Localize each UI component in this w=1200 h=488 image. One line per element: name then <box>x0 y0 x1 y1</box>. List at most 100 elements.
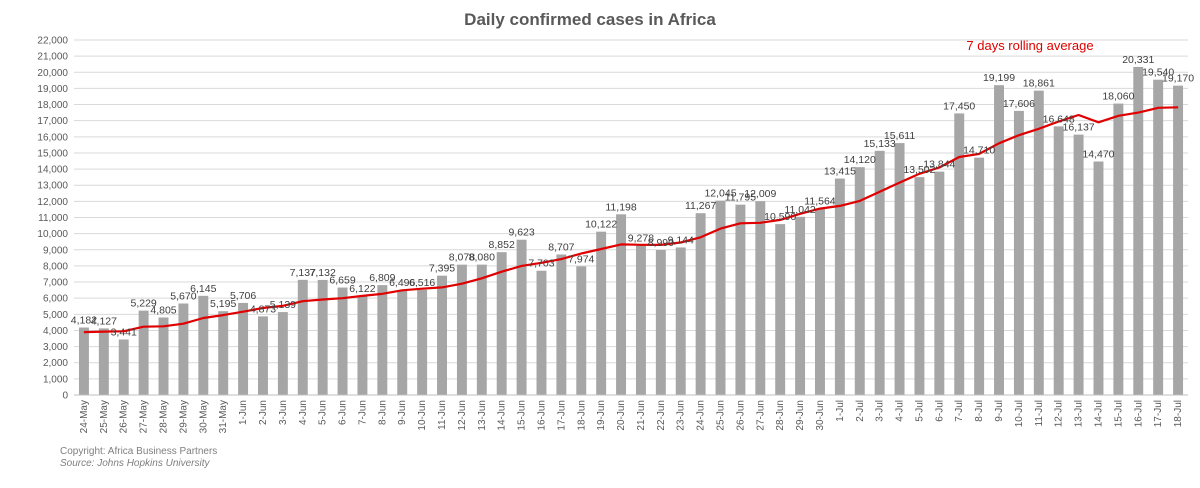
x-tick-label: 12-Jul <box>1054 400 1065 427</box>
bar <box>834 178 845 395</box>
x-tick-label: 30-Jun <box>815 400 826 431</box>
bar <box>1053 126 1064 395</box>
x-tick-label: 15-Jul <box>1113 400 1124 427</box>
bar <box>317 279 328 395</box>
x-tick-label: 14-Jul <box>1093 400 1104 427</box>
bar <box>994 85 1004 396</box>
data-label: 18,861 <box>1023 78 1055 90</box>
bar <box>198 295 209 395</box>
y-tick-label: 1,000 <box>43 374 68 385</box>
bar <box>1033 90 1044 396</box>
y-tick-label: 17,000 <box>37 116 68 127</box>
x-tick-label: 4-Jul <box>895 400 906 422</box>
bar <box>178 303 189 395</box>
data-label: 5,195 <box>210 298 236 310</box>
data-label: 20,331 <box>1122 54 1154 66</box>
bar <box>1173 85 1184 396</box>
bar <box>556 254 567 395</box>
data-label: 4,182 <box>71 315 97 327</box>
data-label: 14,470 <box>1082 149 1114 161</box>
data-label: 13,844 <box>923 159 955 171</box>
bar <box>695 213 706 395</box>
x-tick-label: 2-Jun <box>258 400 269 425</box>
x-tick-label: 28-May <box>159 400 170 433</box>
bar <box>1073 134 1084 396</box>
data-label: 13,502 <box>903 164 935 176</box>
bar <box>1093 161 1104 395</box>
bar <box>218 311 229 395</box>
x-tick-label: 7-Jul <box>954 400 965 422</box>
x-tick-label: 6-Jun <box>338 400 349 425</box>
x-tick-label: 27-May <box>139 400 150 433</box>
x-tick-label: 9-Jun <box>397 400 408 425</box>
bar <box>98 328 109 395</box>
x-tick-label: 3-Jun <box>278 400 289 425</box>
data-label: 10,122 <box>585 219 617 231</box>
x-tick-label: 25-May <box>99 400 110 433</box>
y-tick-label: 21,000 <box>37 52 68 63</box>
bar <box>536 270 547 395</box>
data-label: 11,198 <box>605 201 636 213</box>
y-tick-label: 14,000 <box>37 165 68 176</box>
bar <box>417 289 428 395</box>
data-label: 11,267 <box>685 200 716 212</box>
x-tick-label: 29-Jun <box>795 400 806 431</box>
data-label: 8,707 <box>548 242 574 254</box>
y-tick-label: 22,000 <box>37 36 68 47</box>
bar <box>238 302 249 395</box>
data-label: 4,805 <box>150 304 176 316</box>
data-label: 16,137 <box>1063 122 1095 134</box>
y-tick-label: 20,000 <box>37 68 68 79</box>
data-label: 8,852 <box>489 239 515 251</box>
y-tick-label: 19,000 <box>37 84 68 95</box>
x-tick-label: 8-Jul <box>974 400 985 422</box>
bar <box>854 167 865 395</box>
bar <box>795 216 806 395</box>
data-label: 9,278 <box>628 232 654 244</box>
bar <box>596 231 607 395</box>
bar <box>894 143 905 395</box>
data-label: 17,450 <box>943 100 975 112</box>
bar <box>277 312 288 395</box>
data-label: 3,441 <box>111 326 137 338</box>
bar <box>655 249 666 395</box>
bar <box>675 247 686 395</box>
x-tick-label: 29-May <box>178 400 189 433</box>
bar <box>437 275 447 395</box>
data-label: 13,415 <box>824 166 856 178</box>
data-label: 8,078 <box>449 252 475 264</box>
bar <box>874 150 885 395</box>
x-tick-label: 3-Jul <box>875 400 886 422</box>
data-label: 19,170 <box>1162 73 1194 85</box>
bar <box>138 310 149 395</box>
bar <box>616 214 627 395</box>
data-label: 8,990 <box>648 237 674 249</box>
data-label: 12,009 <box>744 188 776 200</box>
x-tick-label: 17-Jul <box>1153 400 1164 427</box>
x-tick-label: 10-Jun <box>417 400 428 431</box>
bar <box>815 208 825 395</box>
x-tick-label: 22-Jun <box>656 400 667 431</box>
bar <box>775 224 786 395</box>
footer-source: Source: Johns Hopkins University <box>60 458 210 469</box>
data-label: 14,710 <box>963 145 995 157</box>
rolling-average-annotation: 7 days rolling average <box>966 38 1093 53</box>
x-tick-label: 14-Jun <box>497 400 508 431</box>
x-tick-label: 16-Jun <box>536 400 547 431</box>
bar <box>496 252 507 395</box>
x-tick-label: 2-Jul <box>855 400 866 422</box>
y-tick-label: 3,000 <box>43 342 68 353</box>
x-tick-label: 8-Jun <box>377 400 388 425</box>
data-label: 17,606 <box>1003 98 1035 110</box>
bar <box>337 287 348 395</box>
data-label: 4,873 <box>250 303 276 315</box>
x-tick-label: 16-Jul <box>1133 400 1144 427</box>
y-tick-label: 0 <box>62 391 68 402</box>
data-label: 11,564 <box>804 195 835 207</box>
bar <box>377 285 388 395</box>
data-label: 5,706 <box>230 290 256 302</box>
bar <box>1113 103 1124 395</box>
data-label: 6,516 <box>409 277 435 289</box>
